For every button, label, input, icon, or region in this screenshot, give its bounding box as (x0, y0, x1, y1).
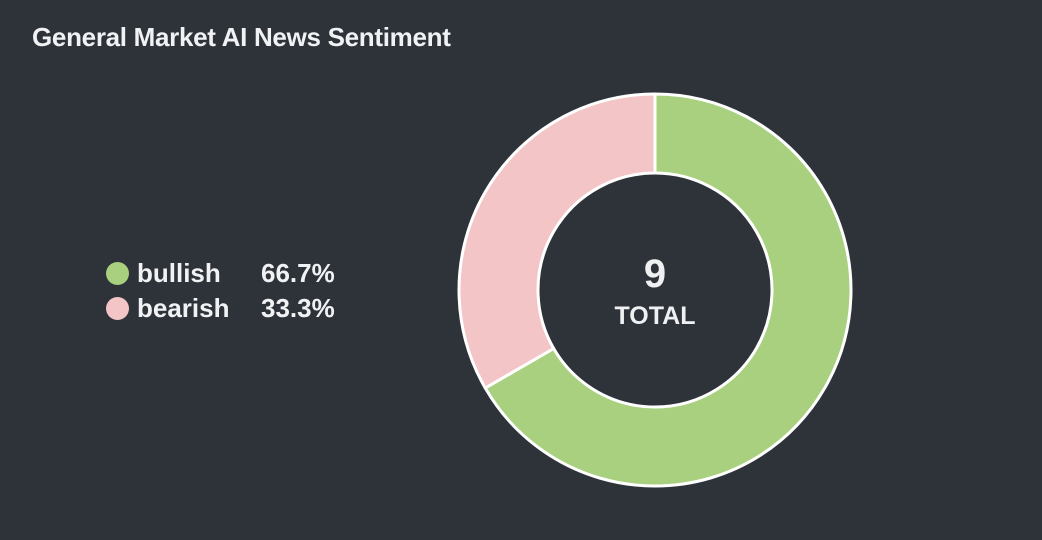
total-value: 9 (644, 252, 666, 296)
legend-swatch-bullish (106, 262, 129, 285)
legend: bullish 66.7% bearish 33.3% (106, 256, 366, 326)
legend-label-bullish: bullish (137, 258, 221, 288)
legend-percent-bearish: 33.3% (261, 293, 335, 323)
donut-chart: 9 TOTAL (457, 92, 853, 488)
donut-slice-bearish[interactable] (457, 92, 657, 390)
legend-percent-bullish: 66.7% (261, 258, 335, 288)
legend-item-bullish[interactable]: bullish 66.7% (106, 256, 366, 291)
legend-item-bearish[interactable]: bearish 33.3% (106, 291, 366, 326)
legend-label-bearish: bearish (137, 293, 230, 323)
donut-slice-bullish[interactable] (483, 92, 853, 488)
chart-title: General Market AI News Sentiment (32, 22, 451, 52)
total-label: TOTAL (614, 302, 695, 330)
donut-slices (457, 92, 853, 488)
legend-swatch-bearish (106, 297, 129, 320)
